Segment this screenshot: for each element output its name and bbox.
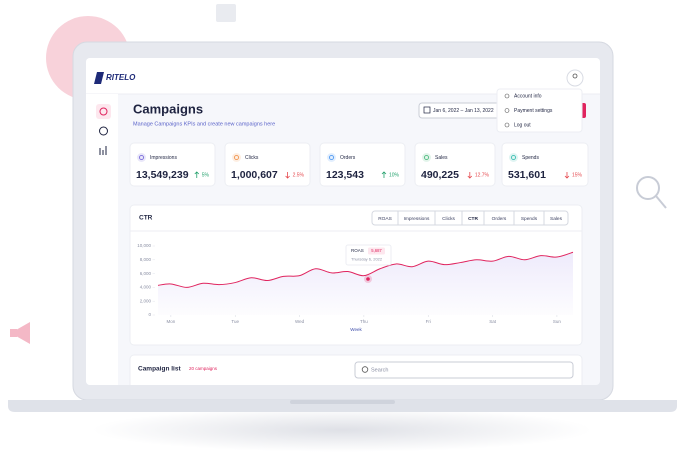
menu-icon [504,108,510,113]
search-icon [361,366,369,373]
kpi-icon [509,153,518,162]
chart-tab[interactable]: Impressions [404,216,430,222]
kpi-trend-arrow [381,171,387,178]
tooltip-date: Thursday 6, 2022 [351,257,383,262]
logo-mark [94,72,104,84]
x-tick-label: Thu [360,319,368,324]
kpi-label: Spends [522,155,539,161]
kpi-icon [422,153,431,162]
kpi-value: 490,225 [421,169,459,181]
page-title: Campaigns [133,101,203,116]
chart-tab[interactable]: ROAS [378,216,392,222]
deco-search-icon [636,176,667,209]
menu-icon [504,93,510,99]
x-tick-label: Mon [166,319,175,324]
kpi-label: Impressions [150,155,177,161]
kpi-value: 123,543 [326,169,364,181]
kpi-icon [327,153,336,162]
menu-item[interactable]: Payment settings [514,108,553,114]
y-tick-label: 4,000 [140,285,152,290]
kpi-icon [232,153,241,162]
kpi-icon-dot [511,155,516,160]
tooltip-label: ROAS [351,248,364,253]
kpi-change: 2.5% [293,172,305,178]
line-area [158,252,573,315]
kpi-icon-dot [139,155,144,160]
deco-box [216,4,236,22]
y-tick-label: 0 [148,312,151,317]
chart-tab[interactable]: Spends [521,216,538,222]
laptop-shadow [92,408,592,452]
tab-group [371,210,569,226]
kpi-value: 13,549,239 [136,169,189,181]
tooltip-value: 5,687 [371,248,382,253]
kpi-trend-arrow [194,171,200,178]
y-tick-label: 6,000 [140,271,152,276]
kpi-card [501,142,589,187]
chart-tab[interactable]: CTR [468,216,478,222]
kpi-card [129,142,216,187]
chart-tab[interactable]: Clicks [442,216,455,222]
search-box[interactable] [354,361,574,379]
kpi-change: 5% [202,172,210,178]
deco-megaphone [10,322,30,344]
campaign-count: 20 campaigns [189,366,218,371]
tooltip-value-bg [368,247,385,255]
avatar-icon [572,73,578,79]
date-range: Jan 6, 2022 – Jan 13, 2022 [433,108,494,114]
kpi-trend-arrow [285,172,290,179]
nav-icon[interactable] [99,146,107,155]
y-tick-label: 2,000 [140,298,152,303]
menu-icon [504,122,510,128]
kpi-icon-dot [424,155,429,160]
search-placeholder: Search [371,367,388,373]
hover-point [366,277,370,281]
nav-active[interactable] [96,104,111,119]
kpi-change: 12.7% [475,172,490,178]
screen-content: RITELO Campaigns Manage Campaigns KPIs and… [86,58,600,385]
kpi-label: Sales [435,155,448,161]
x-tick-label: Sat [489,319,497,324]
kpi-label: Orders [340,155,356,161]
brand: RITELO [106,73,136,82]
kpi-icon-dot [329,155,334,160]
chart-title: CTR [139,215,153,222]
x-tick-label: Tue [231,319,239,324]
kpi-card [224,142,311,187]
x-tick-label: Sun [553,319,562,324]
kpi-trend-arrow [564,172,570,179]
kpi-icon [137,153,146,162]
line-series [157,251,574,288]
x-tick-label: Fri [426,319,431,324]
menu-item[interactable]: Account info [514,93,542,99]
kpi-trend-arrow [467,172,473,179]
nav-icon [99,107,108,116]
kpi-change: 15% [572,172,583,178]
kpi-value: 1,000,607 [231,169,278,181]
menu-item[interactable]: Log out [514,122,531,128]
kpi-change: 10% [389,172,400,178]
kpi-icon-dot [234,155,239,160]
laptop-base [8,400,677,412]
campaign-list-title: Campaign list [138,366,181,373]
top-bar [86,58,600,94]
y-tick-label: 10,000 [137,243,151,248]
x-tick-label: Wed [295,319,305,324]
kpi-card [414,142,496,187]
kpi-label: Clicks [245,155,259,161]
laptop-notch [290,400,395,404]
sidebar [86,94,118,385]
calendar-icon [423,106,431,114]
user-menu [496,88,583,133]
kpi-value: 531,601 [508,169,546,181]
x-axis-label: Week [350,327,362,332]
nav-icon[interactable] [99,126,108,136]
chart-tab[interactable]: Orders [492,216,507,222]
chart-tab[interactable]: Sales [550,216,563,222]
page-subtitle: Manage Campaigns KPIs and create new cam… [133,121,275,127]
y-tick-label: 8,000 [140,257,152,262]
